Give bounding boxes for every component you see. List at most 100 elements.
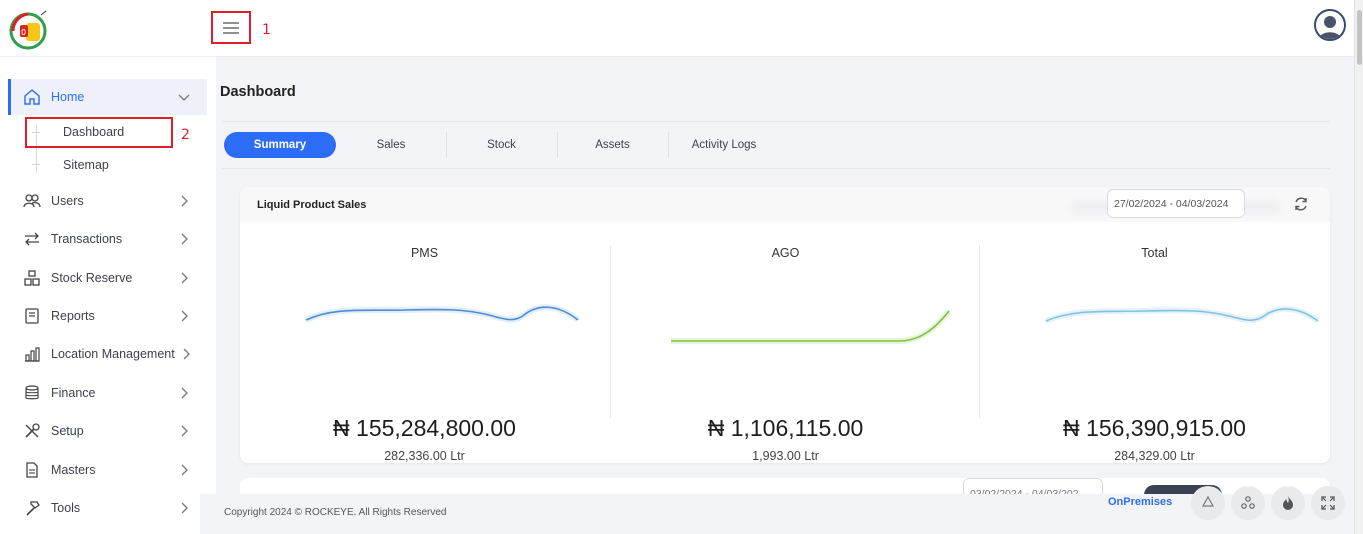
sidebar-item-setup[interactable]: Setup (8, 413, 207, 449)
chevron-right-icon (181, 425, 188, 437)
top-bar: 0 1 (0, 0, 1354, 57)
tab-separator (446, 132, 447, 158)
sidebar-item-reports[interactable]: Reports (8, 298, 207, 334)
copyright-text: Copyright 2024 © ROCKEYE. All Rights Res… (224, 507, 447, 518)
ago-column: AGO ₦ 1,106,115.00 1,993.00 Ltr (601, 232, 970, 463)
refresh-icon[interactable] (1292, 195, 1310, 213)
total-sparkline (1044, 306, 1320, 324)
chevron-right-icon (181, 310, 188, 322)
sidebar-item-finance[interactable]: Finance (8, 375, 207, 411)
sidebar-subitem-dashboard[interactable]: Dashboard (28, 119, 188, 145)
chevron-right-icon (181, 464, 188, 476)
sidebar-item-users[interactable]: Users (8, 183, 207, 219)
sidebar-item-home[interactable]: Home (8, 79, 207, 115)
users-icon (22, 191, 42, 211)
svg-text:0: 0 (21, 28, 26, 37)
tree-branch (32, 132, 40, 133)
card-header: Liquid Product Sales 27/02/2024 - 04/03/… (240, 187, 1330, 222)
chevron-right-icon (181, 272, 188, 284)
sales-value: ₦ 155,284,800.00 (333, 415, 516, 441)
sales-volume: 282,336.00 Ltr (384, 449, 465, 463)
sidebar-item-label: Setup (51, 424, 84, 438)
tools-icon (22, 421, 42, 441)
annotation-marker-1: 1 (262, 22, 271, 38)
tab-sales[interactable]: Sales (376, 139, 406, 151)
trending-button[interactable] (1271, 486, 1305, 520)
sidebar-subitem-label: Dashboard (63, 125, 125, 139)
tab-stock[interactable]: Stock (487, 139, 516, 151)
tab-assets[interactable]: Assets (595, 139, 630, 151)
product-label: Total (1141, 246, 1168, 260)
sidebar-item-label: Tools (51, 501, 81, 515)
user-icon (1319, 16, 1341, 39)
column-divider (979, 245, 980, 418)
ago-sparkline (671, 309, 951, 344)
network-button[interactable] (1231, 486, 1265, 520)
deployment-label: OnPremises (1108, 496, 1173, 508)
tab-activity-logs[interactable]: Activity Logs (691, 139, 757, 151)
scrollbar-thumb[interactable] (1357, 10, 1362, 65)
sidebar-subitem-label: Sitemap (63, 158, 109, 172)
sidebar-item-label: Location Management (51, 347, 175, 361)
page-title: Dashboard (220, 84, 296, 100)
fullscreen-button[interactable] (1311, 486, 1345, 520)
page-scrollbar[interactable] (1354, 0, 1363, 534)
sidebar-item-masters[interactable]: Masters (8, 452, 207, 488)
sidebar-item-label: Stock Reserve (51, 271, 133, 285)
sidebar-item-label: Home (51, 90, 85, 104)
chevron-right-icon (181, 502, 188, 514)
tab-separator (557, 132, 558, 158)
hamburger-icon (223, 21, 239, 34)
menu-toggle-button[interactable] (211, 11, 251, 44)
app-logo[interactable]: 0 (8, 9, 50, 51)
sidebar-item-label: Transactions (51, 232, 123, 246)
user-avatar[interactable] (1314, 9, 1346, 41)
sidebar-item-label: Finance (51, 386, 96, 400)
chevron-right-icon (181, 233, 188, 245)
coins-icon (22, 383, 42, 403)
sales-volume: 284,329.00 Ltr (1114, 449, 1195, 463)
fullscreen-icon (1321, 496, 1335, 510)
annotation-box-2 (25, 117, 173, 148)
sidebar-item-label: Reports (51, 309, 95, 323)
bar-chart-icon (22, 344, 42, 364)
total-column: Total ₦ 156,390,915.00 284,329.00 Ltr (970, 232, 1339, 463)
document-icon (22, 460, 42, 480)
product-label: PMS (410, 246, 439, 260)
sidebar-item-location-management[interactable]: Location Management (8, 336, 207, 372)
divider (222, 168, 1330, 169)
report-book-icon (22, 306, 42, 326)
card-title: Liquid Product Sales (257, 199, 367, 211)
transfer-arrows-icon (22, 229, 42, 249)
network-icon (1241, 496, 1255, 509)
footer: Copyright 2024 © ROCKEYE. All Rights Res… (200, 486, 1354, 534)
product-label: AGO (771, 246, 800, 260)
chevron-right-icon (181, 387, 188, 399)
hammer-icon (22, 498, 42, 518)
fire-icon (1283, 496, 1293, 510)
sidebar-subitem-sitemap[interactable]: Sitemap (28, 152, 188, 178)
tab-summary[interactable]: Summary (224, 132, 336, 158)
annotation-marker-2: 2 (181, 127, 190, 143)
sidebar-item-stock-reserve[interactable]: Stock Reserve (8, 260, 207, 296)
pms-sparkline (304, 304, 580, 323)
sales-value: ₦ 1,106,115.00 (707, 415, 864, 441)
date-range-input[interactable]: 27/02/2024 - 04/03/2024 (1107, 189, 1245, 218)
sidebar: Home Dashboard Sitemap Users Transaction… (0, 57, 216, 534)
sales-volume: 1,993.00 Ltr (752, 449, 819, 463)
liquid-product-sales-card: Liquid Product Sales 27/02/2024 - 04/03/… (240, 187, 1330, 463)
recycle-icon (1201, 495, 1215, 507)
tree-line (36, 125, 37, 173)
tree-branch (32, 164, 40, 165)
sidebar-item-tools[interactable]: Tools (8, 490, 207, 526)
chevron-right-icon (183, 348, 190, 360)
column-divider (610, 245, 611, 418)
divider (222, 121, 1330, 122)
chevron-right-icon (181, 195, 188, 207)
sidebar-item-label: Users (51, 194, 84, 208)
chevron-down-icon (178, 94, 190, 101)
recycle-button[interactable] (1191, 486, 1225, 520)
sidebar-item-transactions[interactable]: Transactions (8, 221, 207, 257)
sales-value: ₦ 156,390,915.00 (1063, 415, 1246, 441)
sidebar-item-label: Masters (51, 463, 96, 477)
